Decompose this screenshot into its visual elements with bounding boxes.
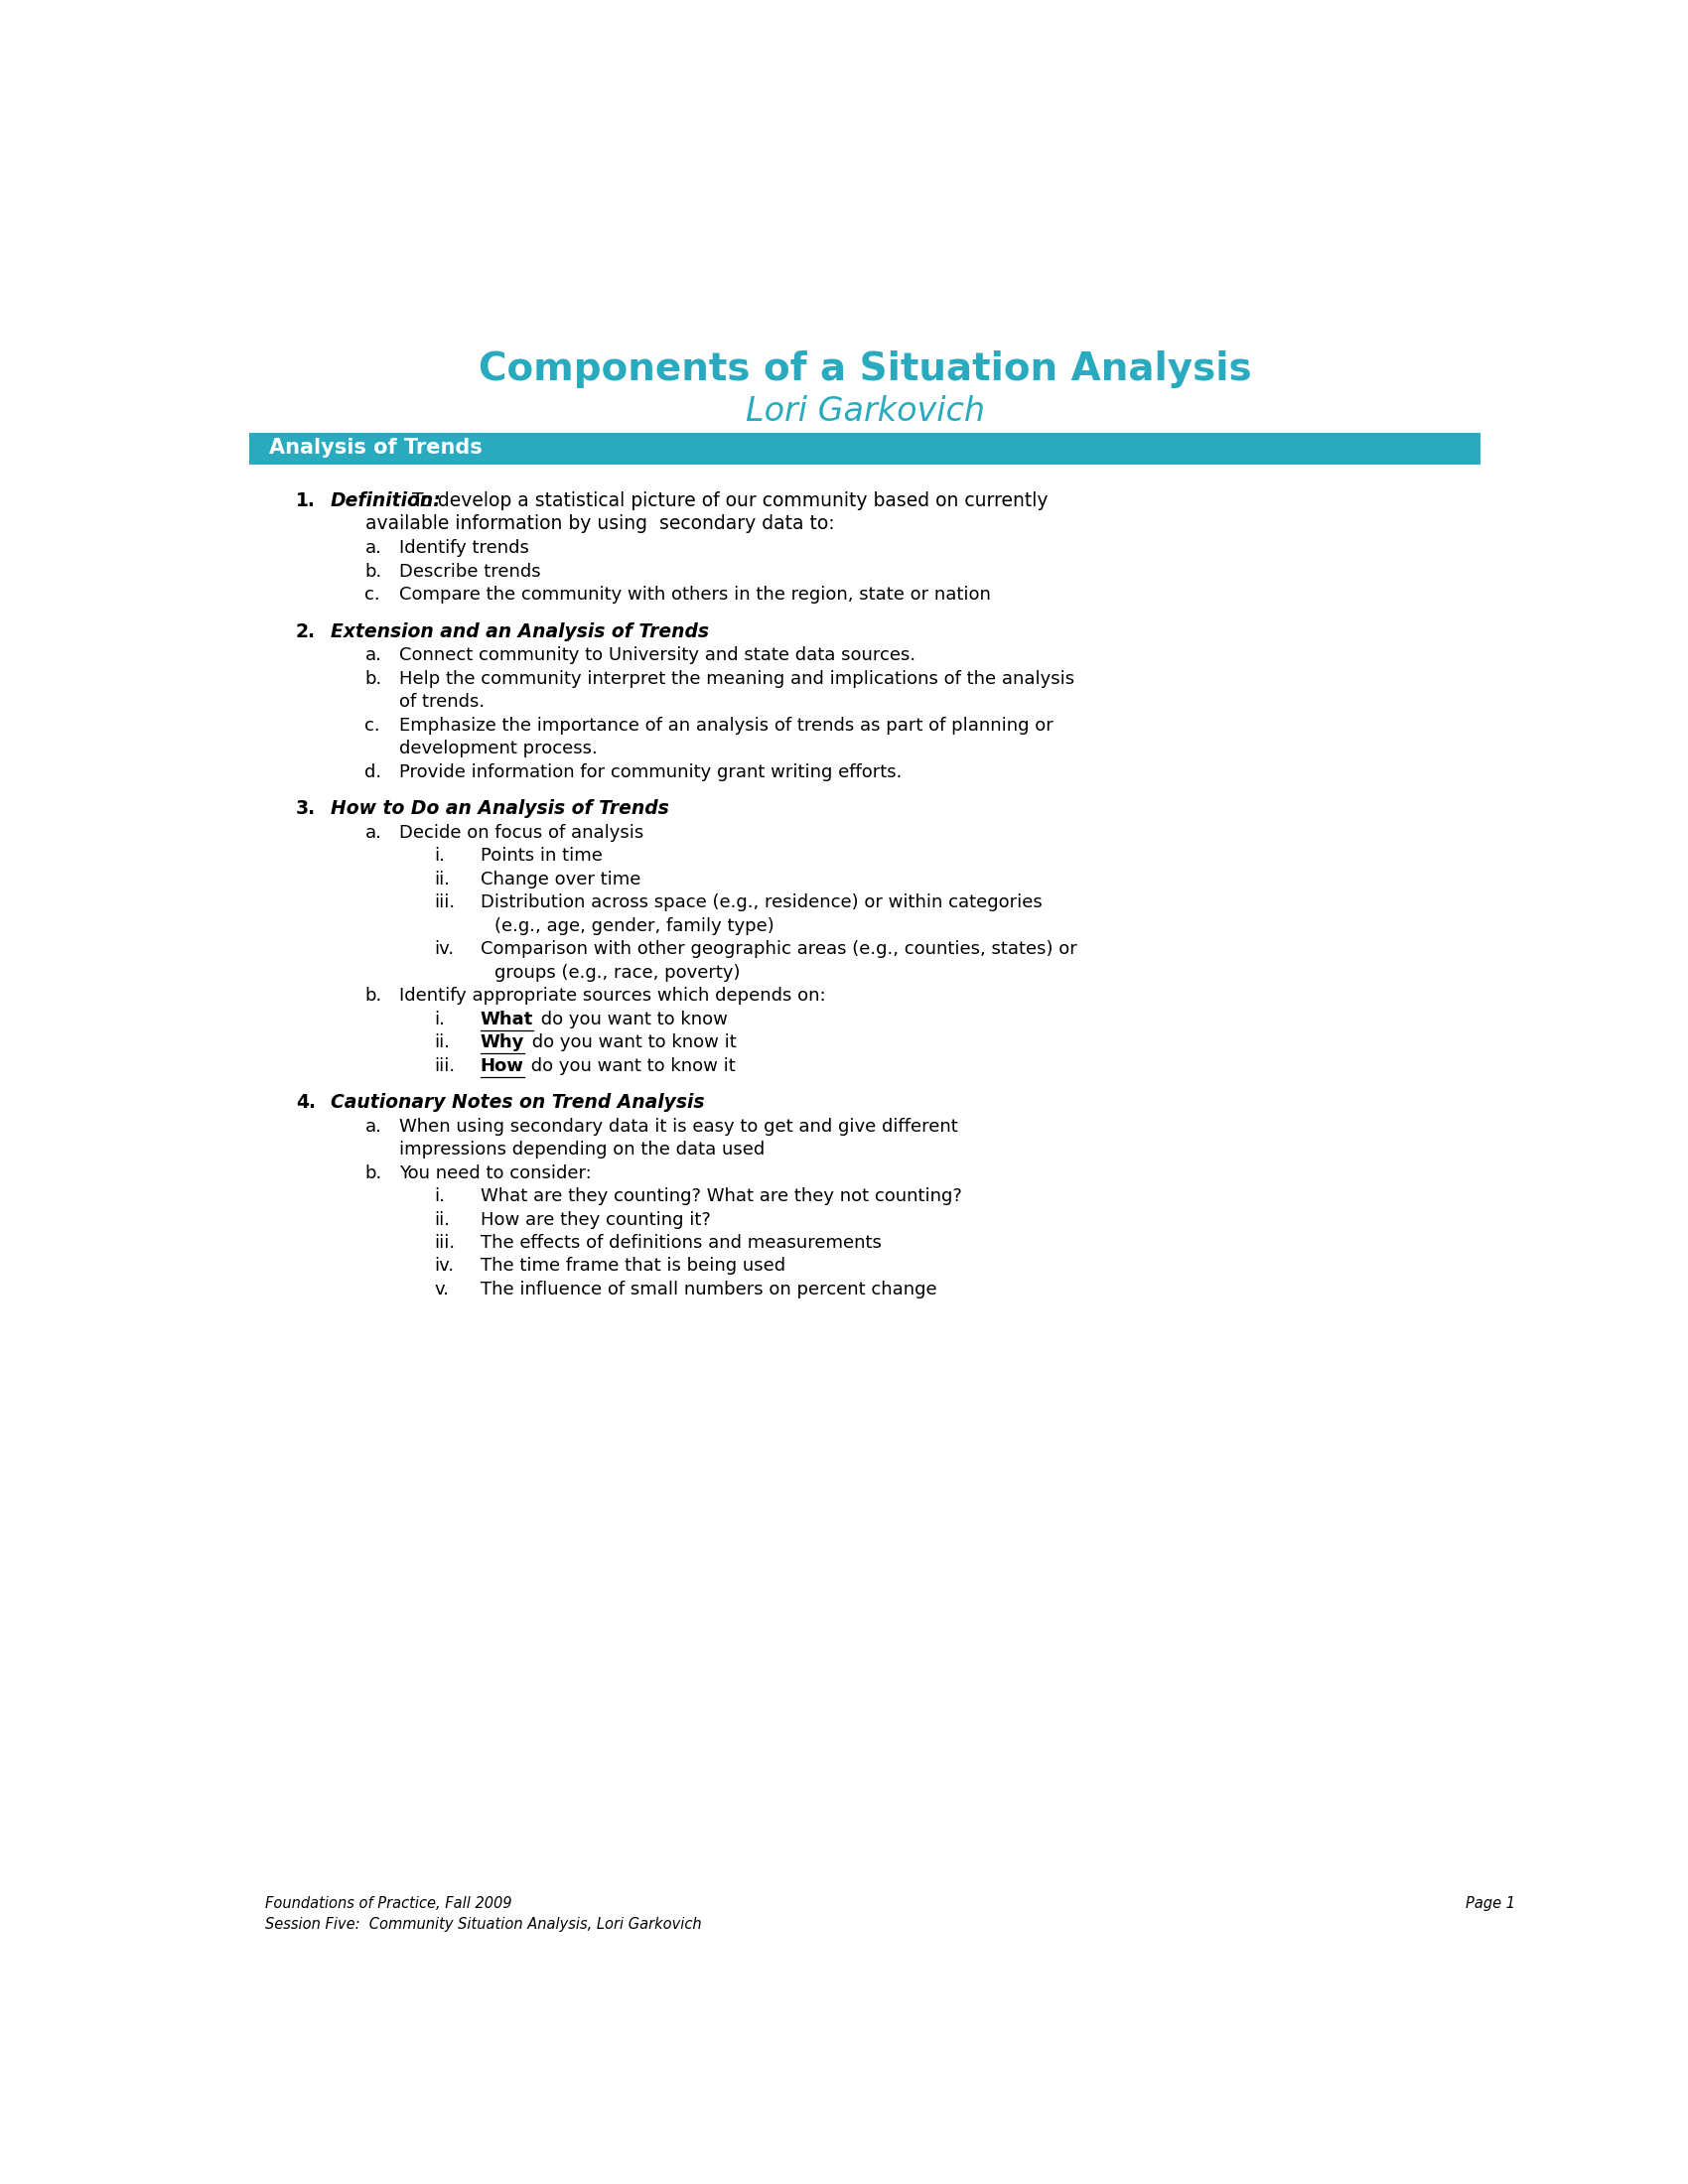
Text: Provide information for community grant writing efforts.: Provide information for community grant … [400, 762, 903, 782]
Text: Page 1: Page 1 [1465, 1896, 1516, 1911]
Text: Extension and an Analysis of Trends: Extension and an Analysis of Trends [331, 622, 709, 640]
Text: b.: b. [365, 1164, 381, 1182]
Text: Session Five:  Community Situation Analysis, Lori Garkovich: Session Five: Community Situation Analys… [265, 1918, 702, 1933]
Text: i.: i. [434, 847, 446, 865]
Text: The time frame that is being used: The time frame that is being used [481, 1258, 785, 1275]
Text: How: How [481, 1057, 523, 1075]
Text: Connect community to University and state data sources.: Connect community to University and stat… [400, 646, 917, 664]
Bar [250, 432, 1480, 465]
Text: Describe trends: Describe trends [400, 563, 542, 581]
Text: ii.: ii. [434, 1033, 451, 1051]
Text: Cautionary Notes on Trend Analysis: Cautionary Notes on Trend Analysis [331, 1092, 704, 1112]
Text: a.: a. [365, 539, 381, 557]
Text: 4.: 4. [295, 1092, 316, 1112]
Text: Comparison with other geographic areas (e.g., counties, states) or: Comparison with other geographic areas (… [481, 939, 1077, 959]
Text: i.: i. [434, 1011, 446, 1029]
Text: iv.: iv. [434, 939, 454, 959]
Text: groups (e.g., race, poverty): groups (e.g., race, poverty) [495, 963, 739, 981]
Text: 1.: 1. [295, 491, 316, 511]
Text: Help the community interpret the meaning and implications of the analysis: Help the community interpret the meaning… [400, 670, 1075, 688]
Text: c.: c. [365, 585, 380, 603]
Text: ii.: ii. [434, 869, 451, 889]
Text: b.: b. [365, 563, 381, 581]
Text: a.: a. [365, 823, 381, 841]
Text: a.: a. [365, 646, 381, 664]
Text: Emphasize the importance of an analysis of trends as part of planning or: Emphasize the importance of an analysis … [400, 716, 1053, 734]
Text: do you want to know: do you want to know [535, 1011, 728, 1029]
Text: What: What [481, 1011, 533, 1029]
Text: The influence of small numbers on percent change: The influence of small numbers on percen… [481, 1280, 937, 1299]
Text: i.: i. [434, 1188, 446, 1206]
Text: How are they counting it?: How are they counting it? [481, 1210, 711, 1230]
Text: a.: a. [365, 1118, 381, 1136]
Text: Lori Garkovich: Lori Garkovich [746, 395, 984, 428]
Text: Compare the community with others in the region, state or nation: Compare the community with others in the… [400, 585, 991, 603]
Text: b.: b. [365, 987, 381, 1005]
Text: When using secondary data it is easy to get and give different: When using secondary data it is easy to … [400, 1118, 959, 1136]
Text: Why: Why [481, 1033, 525, 1051]
Text: Components of a Situation Analysis: Components of a Situation Analysis [478, 349, 1252, 389]
Text: b.: b. [365, 670, 381, 688]
Text: You need to consider:: You need to consider: [400, 1164, 592, 1182]
Text: The effects of definitions and measurements: The effects of definitions and measureme… [481, 1234, 881, 1251]
Text: Decide on focus of analysis: Decide on focus of analysis [400, 823, 645, 841]
Text: 3.: 3. [295, 799, 316, 819]
Text: What are they counting? What are they not counting?: What are they counting? What are they no… [481, 1188, 962, 1206]
Text: Definition:: Definition: [331, 491, 441, 511]
Text: ii.: ii. [434, 1210, 451, 1230]
Text: 2.: 2. [295, 622, 316, 640]
Text: do you want to know it: do you want to know it [525, 1057, 736, 1075]
Text: Change over time: Change over time [481, 869, 640, 889]
Text: Analysis of Trends: Analysis of Trends [268, 439, 483, 459]
Text: iv.: iv. [434, 1258, 454, 1275]
Text: available information by using  secondary data to:: available information by using secondary… [365, 515, 834, 533]
Text: v.: v. [434, 1280, 449, 1299]
Text: How to Do an Analysis of Trends: How to Do an Analysis of Trends [331, 799, 668, 819]
Text: d.: d. [365, 762, 381, 782]
Text: iii.: iii. [434, 1057, 456, 1075]
Text: of trends.: of trends. [400, 692, 484, 712]
Text: Identify trends: Identify trends [400, 539, 530, 557]
Text: impressions depending on the data used: impressions depending on the data used [400, 1140, 765, 1158]
Text: c.: c. [365, 716, 380, 734]
Text: Identify appropriate sources which depends on:: Identify appropriate sources which depen… [400, 987, 825, 1005]
Text: iii.: iii. [434, 1234, 456, 1251]
Text: do you want to know it: do you want to know it [527, 1033, 736, 1051]
Text: Points in time: Points in time [481, 847, 603, 865]
Text: (e.g., age, gender, family type): (e.g., age, gender, family type) [495, 917, 773, 935]
Text: development process.: development process. [400, 740, 598, 758]
Text: Foundations of Practice, Fall 2009: Foundations of Practice, Fall 2009 [265, 1896, 511, 1911]
Text: iii.: iii. [434, 893, 456, 911]
Text: To develop a statistical picture of our community based on currently: To develop a statistical picture of our … [412, 491, 1048, 511]
Text: Distribution across space (e.g., residence) or within categories: Distribution across space (e.g., residen… [481, 893, 1041, 911]
